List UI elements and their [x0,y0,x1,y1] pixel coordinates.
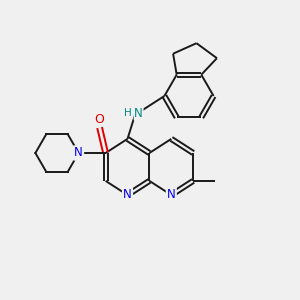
Text: N: N [167,188,176,202]
Text: N: N [123,188,132,202]
Text: N: N [74,146,83,160]
Text: N: N [134,107,143,120]
Text: H: H [124,108,132,118]
Text: O: O [95,113,104,126]
